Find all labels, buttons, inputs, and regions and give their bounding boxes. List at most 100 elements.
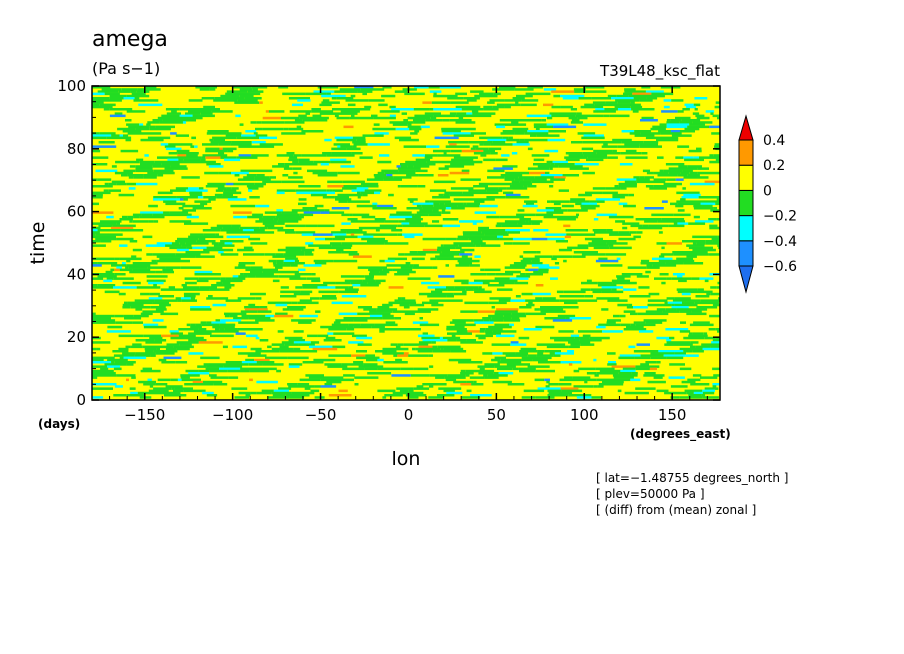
- heatmap-cell: [643, 374, 665, 377]
- heatmap-cell: [329, 211, 345, 214]
- heatmap-cell: [186, 246, 193, 250]
- heatmap-cell: [122, 303, 144, 307]
- heatmap-cell: [433, 180, 456, 184]
- heatmap-cell: [463, 233, 485, 236]
- heatmap-cell: [656, 389, 669, 393]
- heatmap-cell: [397, 343, 404, 346]
- heatmap-cell: [320, 211, 330, 214]
- heatmap-cell: [715, 328, 720, 331]
- colorbar-segment: [738, 164, 754, 191]
- heatmap-cell: [116, 266, 122, 269]
- heatmap-cell: [275, 266, 283, 269]
- heatmap-cell: [462, 290, 467, 294]
- heatmap-cell: [190, 297, 195, 300]
- heatmap-cell: [653, 185, 677, 188]
- heatmap-cell: [421, 165, 430, 168]
- heatmap-cell: [230, 143, 252, 146]
- heatmap-cell: [106, 215, 114, 219]
- heatmap-cell: [226, 235, 250, 239]
- heatmap-cell: [163, 211, 170, 214]
- heatmap-cell: [670, 119, 682, 122]
- heatmap-cell: [614, 185, 619, 188]
- heatmap-cell: [135, 169, 139, 173]
- heatmap-cell: [574, 229, 588, 232]
- heatmap-cell: [292, 160, 299, 164]
- heatmap-cell: [347, 200, 370, 203]
- heatmap-cell: [138, 169, 154, 173]
- heatmap-cell: [438, 275, 455, 278]
- heatmap-cell: [107, 365, 121, 368]
- heatmap-cell: [407, 116, 431, 120]
- heatmap-cell: [537, 387, 561, 390]
- heatmap-cell: [144, 86, 157, 89]
- heatmap-cell: [139, 125, 150, 129]
- heatmap-cell: [420, 125, 430, 129]
- heatmap-cell: [298, 202, 307, 206]
- heatmap-cell: [388, 301, 404, 305]
- heatmap-cell: [592, 101, 606, 104]
- y-tick-label: 60: [67, 203, 86, 221]
- heatmap-cell: [119, 268, 133, 272]
- heatmap-cell: [294, 262, 305, 265]
- heatmap-cell: [371, 114, 378, 118]
- heatmap-cell: [92, 191, 111, 195]
- heatmap-cell: [612, 149, 617, 153]
- heatmap-cell: [291, 301, 298, 305]
- heatmap-cell: [475, 147, 489, 151]
- heatmap-cell: [717, 281, 720, 285]
- heatmap-cell: [213, 383, 228, 386]
- heatmap-cell: [147, 136, 171, 140]
- heatmap-cell: [175, 253, 201, 256]
- heatmap-cell: [185, 112, 201, 115]
- heatmap-cell: [393, 354, 398, 357]
- heatmap-cell: [618, 356, 635, 360]
- heatmap-cell: [329, 246, 352, 250]
- heatmap-cell: [492, 141, 506, 144]
- heatmap-cell: [191, 136, 196, 140]
- heatmap-cell: [392, 268, 413, 272]
- heatmap-cell: [539, 356, 552, 360]
- chart-title: amega: [92, 27, 168, 52]
- heatmap-cell: [407, 123, 412, 126]
- heatmap-cell: [658, 130, 671, 133]
- heatmap-cell: [166, 112, 181, 115]
- heatmap-cell: [206, 365, 224, 368]
- heatmap-cell: [629, 231, 637, 234]
- heatmap-cell: [278, 275, 301, 278]
- heatmap-cell: [154, 339, 167, 342]
- annotation-plev: [ plev=50000 Pa ]: [596, 487, 705, 501]
- heatmap-cell: [629, 132, 641, 135]
- heatmap-cell: [131, 92, 146, 96]
- heatmap-cell: [478, 372, 494, 375]
- heatmap-cell: [205, 149, 228, 153]
- heatmap-cell: [219, 323, 236, 327]
- heatmap-cell: [356, 187, 369, 190]
- heatmap-cell: [130, 306, 151, 309]
- heatmap-cell: [354, 86, 374, 89]
- heatmap-cell: [275, 215, 296, 219]
- heatmap-cell: [259, 143, 283, 146]
- heatmap-cell: [238, 154, 252, 157]
- heatmap-cell: [301, 154, 327, 157]
- heatmap-cell: [149, 127, 171, 131]
- heatmap-cell: [549, 112, 573, 115]
- heatmap-cell: [379, 154, 390, 157]
- heatmap-cell: [443, 193, 450, 197]
- heatmap-cell: [134, 299, 155, 302]
- heatmap-cell: [605, 101, 618, 104]
- heatmap-cell: [658, 350, 684, 353]
- heatmap-cell: [569, 200, 590, 203]
- heatmap-cell: [505, 171, 530, 175]
- heatmap-cell: [524, 138, 548, 142]
- heatmap-cell: [586, 372, 597, 375]
- heatmap-cell: [406, 174, 419, 177]
- heatmap-cell: [553, 354, 561, 357]
- heatmap-cell: [129, 387, 136, 390]
- heatmap-cell: [236, 136, 259, 140]
- heatmap-cell: [558, 248, 572, 252]
- heatmap-cell: [670, 202, 678, 206]
- heatmap-cell: [465, 369, 484, 373]
- heatmap-cell: [262, 363, 284, 366]
- heatmap-cell: [534, 378, 545, 382]
- heatmap-cell: [119, 257, 142, 261]
